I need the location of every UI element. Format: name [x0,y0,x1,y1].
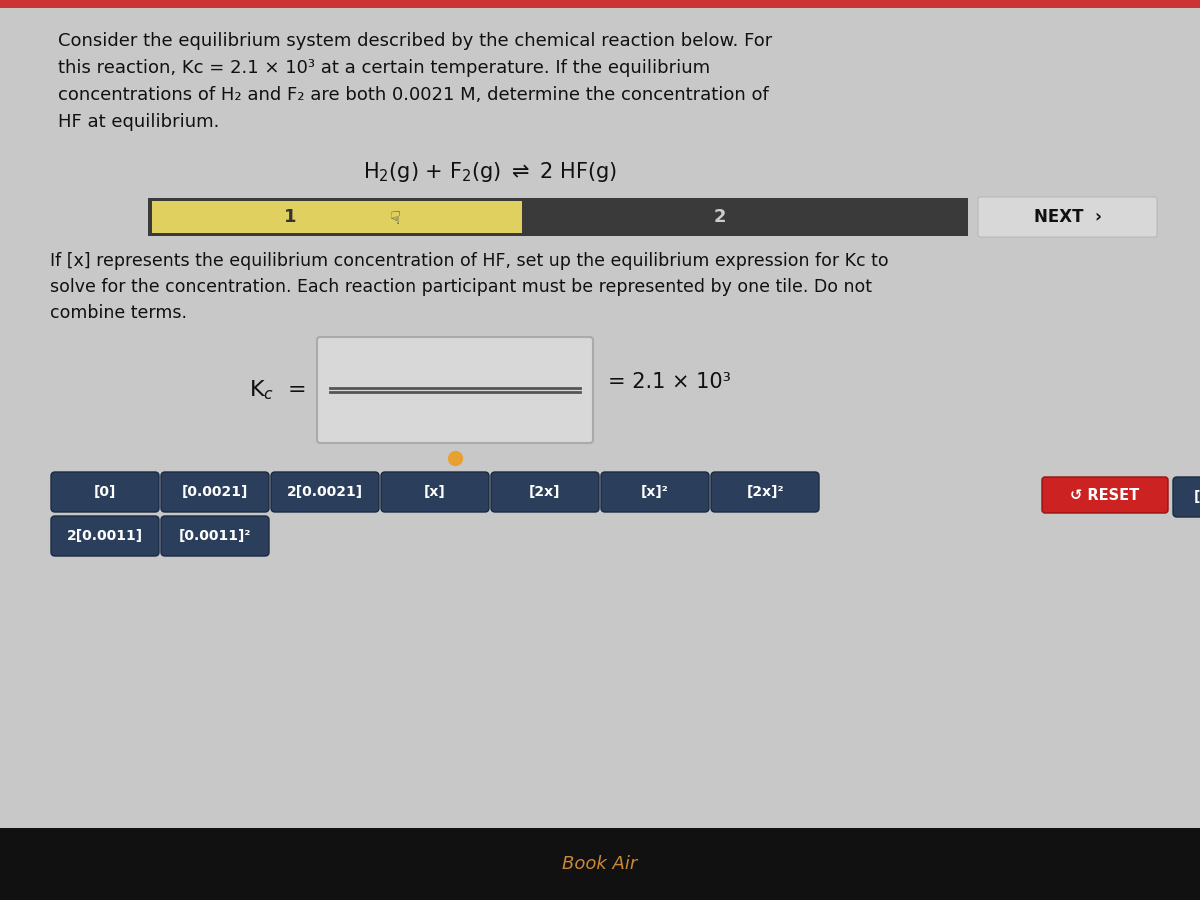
FancyBboxPatch shape [271,472,379,512]
FancyBboxPatch shape [601,472,709,512]
Text: 1: 1 [283,208,296,226]
Text: 2[0.0011]: 2[0.0011] [67,529,143,543]
FancyBboxPatch shape [1042,477,1168,513]
FancyBboxPatch shape [50,516,158,556]
Bar [0,828,1200,900]
Text: concentrations of H₂ and F₂ are both 0.0021 M, determine the concentration of: concentrations of H₂ and F₂ are both 0.0… [58,86,769,104]
Text: NEXT  ›: NEXT › [1033,208,1102,226]
Text: [0]: [0] [94,485,116,499]
Text: 2: 2 [714,208,726,226]
FancyBboxPatch shape [161,472,269,512]
Text: [0.0021]: [0.0021] [182,485,248,499]
FancyBboxPatch shape [491,472,599,512]
Text: this reaction, Kc = 2.1 × 10³ at a certain temperature. If the equilibrium: this reaction, Kc = 2.1 × 10³ at a certa… [58,59,710,77]
Text: [2x]: [2x] [529,485,560,499]
Text: combine terms.: combine terms. [50,304,187,322]
Text: [x]: [x] [424,485,446,499]
Text: ☟: ☟ [390,210,401,228]
Text: ↺ RESET: ↺ RESET [1070,488,1140,502]
Text: [x]²: [x]² [641,485,668,499]
Bar [0,0,1200,8]
FancyBboxPatch shape [50,472,158,512]
Text: K$_c$  =: K$_c$ = [248,378,305,401]
FancyBboxPatch shape [382,472,490,512]
FancyBboxPatch shape [317,337,593,443]
FancyBboxPatch shape [978,197,1157,237]
Text: If [x] represents the equilibrium concentration of HF, set up the equilibrium ex: If [x] represents the equilibrium concen… [50,252,889,270]
Text: [0.0011]²: [0.0011]² [179,529,251,543]
Text: [2x]²: [2x]² [746,485,784,499]
FancyBboxPatch shape [161,516,269,556]
Text: Book Air: Book Air [563,855,637,873]
FancyBboxPatch shape [710,472,818,512]
Text: = 2.1 × 10³: = 2.1 × 10³ [608,372,731,392]
FancyBboxPatch shape [152,201,522,233]
FancyBboxPatch shape [148,198,968,236]
Text: [0.0011]: [0.0011] [1194,490,1200,504]
Text: HF at equilibrium.: HF at equilibrium. [58,113,220,131]
Text: solve for the concentration. Each reaction participant must be represented by on: solve for the concentration. Each reacti… [50,278,872,296]
FancyBboxPatch shape [1174,477,1200,517]
Text: Consider the equilibrium system described by the chemical reaction below. For: Consider the equilibrium system describe… [58,32,773,50]
Text: 2[0.0021]: 2[0.0021] [287,485,364,499]
Text: H$_2$(g) + F$_2$(g) $\rightleftharpoons$ 2 HF(g): H$_2$(g) + F$_2$(g) $\rightleftharpoons$… [362,160,617,184]
